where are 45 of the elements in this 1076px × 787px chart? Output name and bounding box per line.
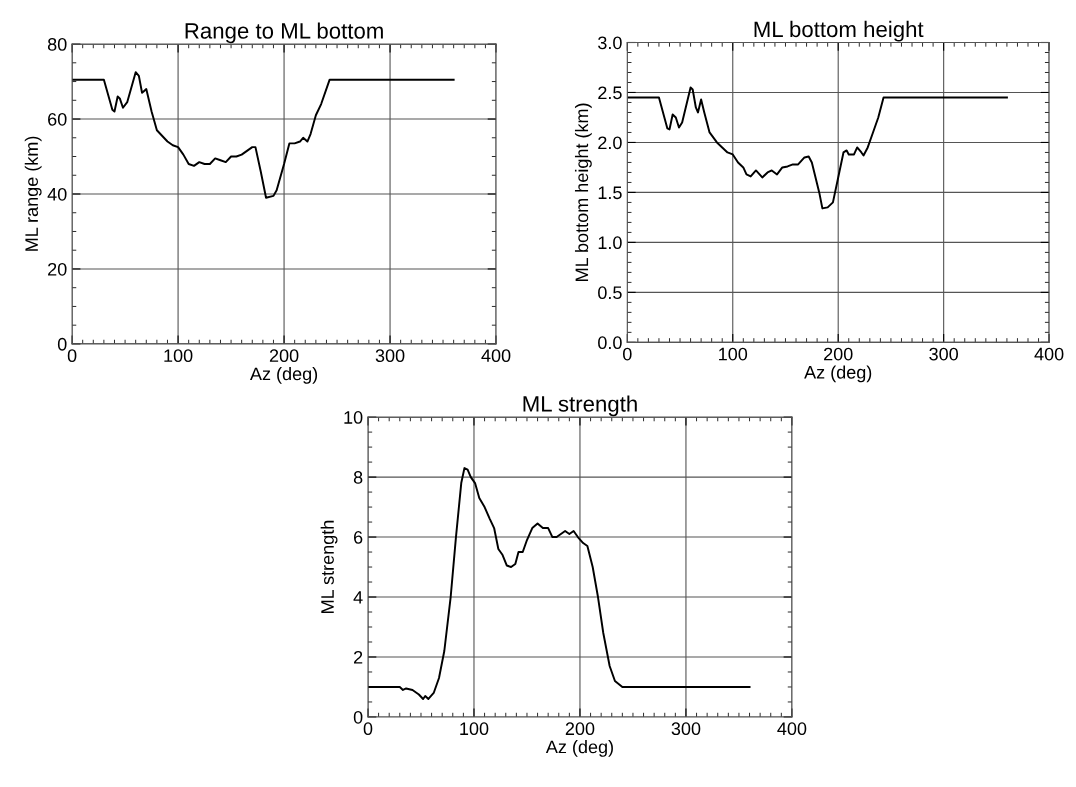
x-tick-label: 400 — [777, 722, 807, 736]
x-tick-label: 300 — [671, 722, 701, 736]
y-tick-label: 1.0 — [598, 236, 622, 250]
line-series — [627, 86, 1008, 210]
y-tick-label: 0.5 — [598, 286, 622, 300]
x-tick-label: 300 — [375, 349, 405, 363]
y-tick-label: 10 — [344, 411, 363, 424]
y-axis-title: ML strength — [320, 520, 338, 613]
y-tick-label: 60 — [48, 112, 67, 126]
x-tick-label: 200 — [824, 347, 853, 361]
y-tick-label: 4 — [353, 591, 363, 604]
x-tick-label: 200 — [269, 349, 299, 363]
y-tick-label: 80 — [47, 38, 67, 51]
x-tick-label: 0 — [622, 347, 632, 361]
y-axis-title: ML range (km) — [24, 136, 42, 251]
y-tick-label: 20 — [48, 262, 67, 276]
x-axis-title: Az (deg) — [545, 740, 613, 757]
y-tick-label: 0 — [353, 710, 363, 724]
y-tick-label: 6 — [354, 530, 363, 544]
x-tick-label: 200 — [565, 722, 595, 736]
line-series — [72, 71, 455, 199]
x-axis-title: Az (deg) — [249, 367, 318, 384]
y-tick-label: 3.0 — [598, 36, 622, 50]
y-tick-label: 2 — [354, 650, 363, 664]
x-tick-label: 100 — [460, 722, 489, 736]
x-tick-label: 100 — [719, 347, 748, 361]
y-tick-label: 2.0 — [598, 136, 622, 150]
x-tick-label: 0 — [67, 349, 77, 363]
y-tick-label: 0 — [57, 337, 67, 351]
x-tick-label: 100 — [164, 349, 193, 363]
x-tick-label: 400 — [1034, 347, 1064, 361]
y-tick-label: 0.0 — [598, 336, 622, 350]
x-tick-label: 0 — [363, 722, 373, 736]
x-tick-label: 300 — [929, 347, 959, 361]
line-series — [367, 467, 751, 700]
x-axis-title: Az (deg) — [804, 365, 872, 383]
y-tick-label: 1.5 — [598, 186, 622, 200]
chart-title: ML bottom height — [754, 20, 924, 42]
y-tick-label: 8 — [353, 471, 363, 484]
y-tick-label: 2.5 — [598, 86, 622, 100]
x-tick-label: 400 — [481, 349, 511, 363]
y-axis-title: ML bottom height (km) — [574, 103, 592, 281]
chart-title: ML strength — [523, 395, 637, 417]
chart-title: Range to ML bottom — [185, 22, 383, 44]
y-tick-label: 40 — [47, 187, 67, 201]
